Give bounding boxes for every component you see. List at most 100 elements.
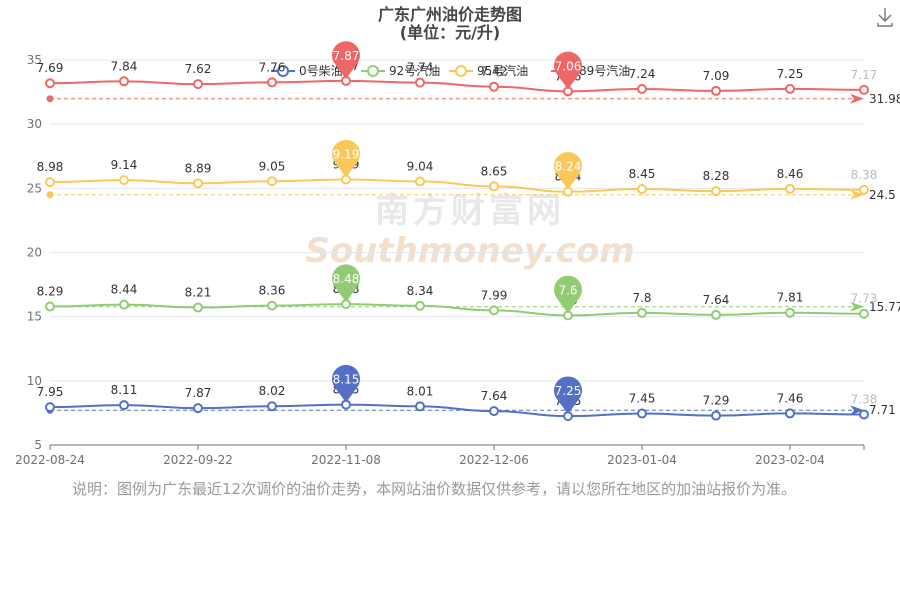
data-label: 9.14 bbox=[111, 158, 138, 172]
data-label: 8.89 bbox=[185, 161, 212, 175]
data-label: 8.02 bbox=[259, 384, 286, 398]
min-pin bbox=[554, 275, 582, 314]
data-point bbox=[785, 307, 795, 318]
data-label: 8.11 bbox=[111, 383, 138, 397]
data-label: 8.46 bbox=[777, 167, 804, 181]
data-label: 7.8 bbox=[632, 291, 651, 305]
max-pin bbox=[332, 264, 360, 303]
legend-label: 0号柴油 bbox=[299, 64, 343, 78]
data-point bbox=[119, 175, 129, 186]
min-pin-label: 7.6 bbox=[558, 283, 577, 297]
data-point bbox=[859, 184, 869, 195]
data-label: 8.98 bbox=[37, 160, 64, 174]
data-label: 8.38 bbox=[851, 168, 878, 182]
data-label: 7.09 bbox=[703, 69, 730, 83]
data-label: 7.87 bbox=[185, 386, 212, 400]
average-label: 31.98 bbox=[869, 92, 900, 106]
data-label: 7.17 bbox=[851, 68, 878, 82]
data-label: 7.64 bbox=[703, 293, 730, 307]
watermark-cn: 南方财富网 bbox=[375, 191, 565, 231]
max-pin-label: 8.48 bbox=[333, 272, 360, 286]
average-label: 15.77 bbox=[869, 300, 900, 314]
data-point bbox=[45, 402, 55, 413]
data-point bbox=[711, 85, 721, 96]
data-label: 8.29 bbox=[37, 285, 64, 299]
data-point bbox=[45, 301, 55, 312]
watermark-en: Southmoney.com bbox=[305, 231, 634, 271]
data-label: 8.28 bbox=[703, 169, 730, 183]
data-point bbox=[489, 81, 499, 92]
legend-marker bbox=[455, 65, 467, 77]
y-tick-label: 20 bbox=[27, 246, 42, 260]
data-point bbox=[45, 177, 55, 188]
data-point bbox=[711, 410, 721, 421]
x-tick-label: 2022-08-24 bbox=[15, 453, 85, 467]
average-label: 7.71 bbox=[869, 403, 896, 417]
data-point bbox=[119, 76, 129, 87]
max-pin bbox=[332, 139, 360, 178]
data-label: 9.04 bbox=[407, 159, 434, 173]
min-pin bbox=[554, 376, 582, 415]
x-tick-label: 2023-01-04 bbox=[607, 453, 677, 467]
data-label: 7.45 bbox=[629, 392, 656, 406]
x-tick-label: 2023-02-04 bbox=[755, 453, 825, 467]
data-label: 7.74 bbox=[407, 61, 434, 75]
y-tick-label: 10 bbox=[27, 374, 42, 388]
min-pin-label: 7.25 bbox=[555, 384, 582, 398]
data-point bbox=[489, 305, 499, 316]
data-point bbox=[415, 401, 425, 412]
max-pin bbox=[332, 41, 360, 79]
min-pin bbox=[554, 51, 583, 90]
data-point bbox=[785, 83, 795, 94]
y-tick-label: 15 bbox=[27, 310, 42, 324]
average-arrow bbox=[850, 189, 864, 200]
data-label: 7.38 bbox=[851, 392, 878, 406]
y-tick-label: 5 bbox=[34, 438, 42, 452]
max-pin-label: 7.87 bbox=[333, 49, 360, 63]
data-point bbox=[489, 406, 499, 417]
data-label: 7.99 bbox=[481, 288, 508, 302]
min-pin-label: 7.06 bbox=[555, 59, 582, 73]
max-pin-label: 9.19 bbox=[333, 147, 360, 161]
average-arrow bbox=[850, 405, 864, 416]
average-start-marker bbox=[46, 191, 54, 199]
legend-label: 89号汽油 bbox=[579, 63, 630, 78]
data-point bbox=[859, 308, 869, 319]
max-pin-label: 8.15 bbox=[333, 373, 360, 387]
data-label: 8.01 bbox=[407, 384, 434, 398]
legend-label: 95号汽油 bbox=[477, 63, 528, 78]
data-point bbox=[193, 403, 203, 414]
data-label: 8.45 bbox=[629, 167, 656, 181]
legend-label: 92号汽油 bbox=[389, 63, 440, 78]
data-label: 8.21 bbox=[185, 286, 212, 300]
data-label: 8.65 bbox=[481, 164, 508, 178]
data-label: 7.29 bbox=[703, 394, 730, 408]
data-label: 7.69 bbox=[37, 61, 64, 75]
data-label: 7.62 bbox=[185, 62, 212, 76]
download-icon[interactable] bbox=[877, 8, 893, 27]
chart-subtitle: (单位：元/升) bbox=[400, 23, 500, 42]
y-tick-label: 25 bbox=[27, 181, 42, 195]
data-point bbox=[119, 299, 129, 310]
x-tick-label: 2022-09-22 bbox=[163, 453, 233, 467]
average-label: 24.5 bbox=[869, 188, 896, 202]
series-line bbox=[49, 178, 865, 193]
data-point bbox=[267, 77, 277, 88]
data-point bbox=[637, 307, 647, 318]
data-label: 9.05 bbox=[259, 159, 286, 173]
data-point bbox=[193, 302, 203, 313]
data-point bbox=[45, 78, 55, 89]
data-point bbox=[859, 84, 869, 95]
min-pin-label: 8.24 bbox=[555, 160, 582, 174]
y-tick-label: 35 bbox=[27, 53, 42, 67]
data-label: 7.84 bbox=[111, 59, 138, 73]
data-point bbox=[785, 408, 795, 419]
data-point bbox=[193, 79, 203, 90]
data-label: 7.95 bbox=[37, 385, 64, 399]
data-label: 8.44 bbox=[111, 283, 138, 297]
max-pin bbox=[332, 364, 360, 403]
average-arrow bbox=[850, 93, 864, 104]
x-tick-label: 2022-12-06 bbox=[459, 453, 529, 467]
average-arrow bbox=[850, 301, 864, 312]
